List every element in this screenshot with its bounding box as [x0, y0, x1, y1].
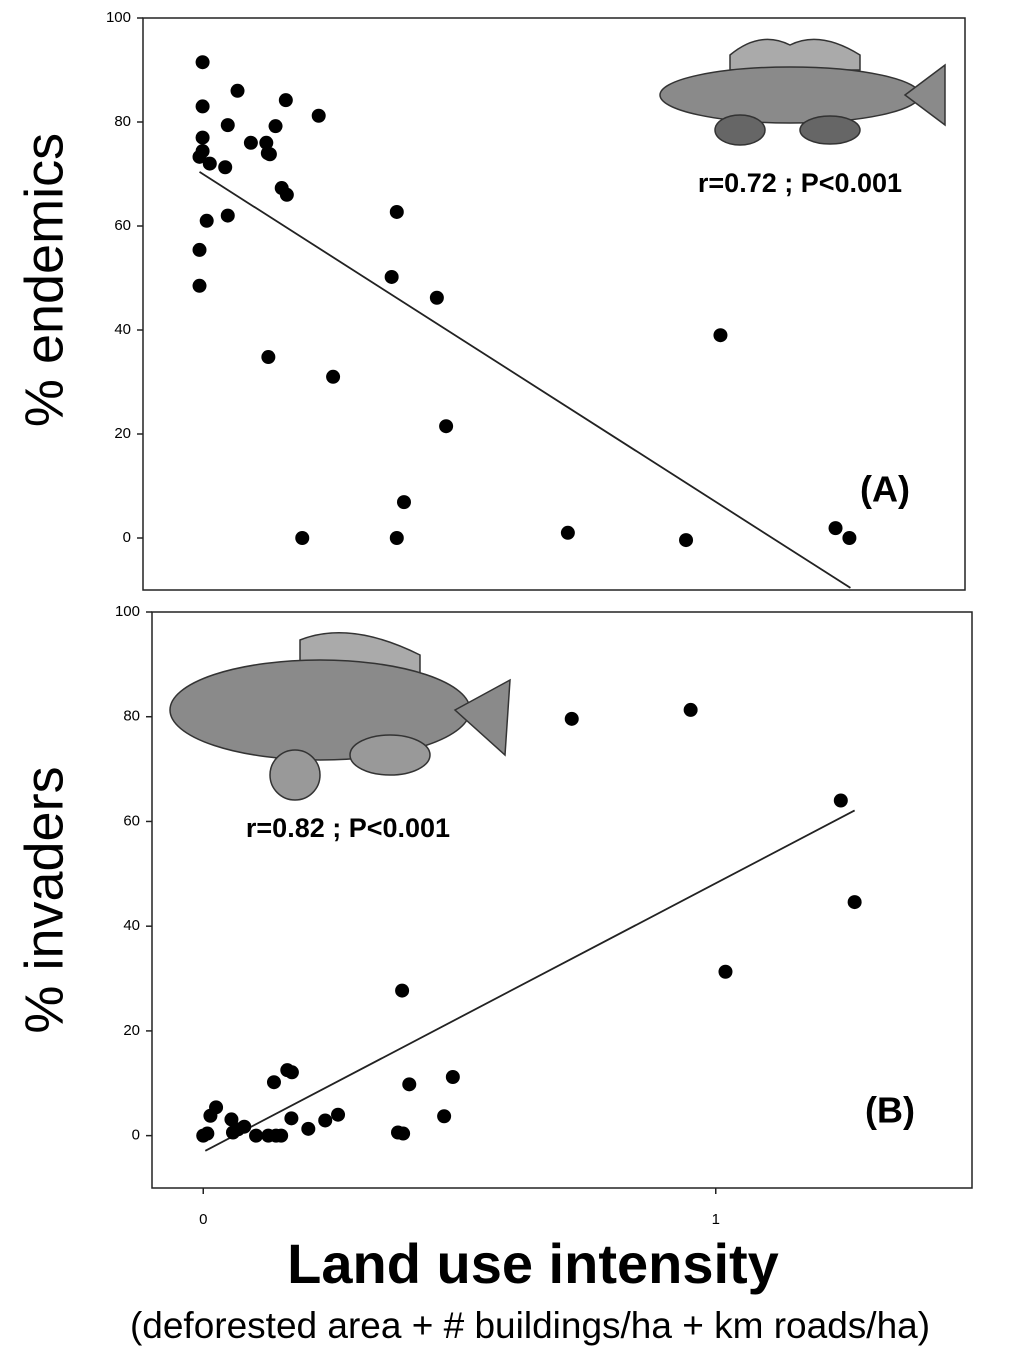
data-point [249, 1128, 264, 1143]
annotation: r=0.72 ; P<0.001 [698, 168, 902, 198]
y-axis-label: % endemics [14, 133, 74, 427]
annotation: r=0.82 ; P<0.001 [246, 813, 450, 843]
data-point [259, 135, 274, 150]
fish-illustration [169, 38, 946, 801]
data-point [713, 328, 728, 343]
trend-line [204, 809, 856, 1152]
data-point [192, 149, 207, 164]
data-point [311, 108, 326, 123]
data-point [268, 119, 283, 134]
data-point [395, 983, 410, 998]
x-tick-label: 1 [712, 1211, 720, 1228]
y-tick-label: 100 [106, 9, 131, 26]
data-point [331, 1107, 346, 1122]
data-point [564, 711, 579, 726]
y-tick-label: 0 [132, 1127, 140, 1144]
y-tick-label: 80 [123, 708, 140, 725]
data-point [445, 1069, 460, 1084]
data-point [284, 1065, 299, 1080]
panel-label: (B) [865, 1090, 915, 1131]
data-point [192, 242, 207, 257]
y-tick-label: 20 [114, 425, 131, 442]
data-point [828, 521, 843, 536]
data-point [402, 1077, 417, 1092]
data-point [833, 793, 848, 808]
plot-frame [142, 17, 966, 591]
data-point [192, 278, 207, 293]
data-point [195, 99, 210, 114]
data-point [278, 93, 293, 108]
data-point [301, 1121, 316, 1136]
data-point [218, 160, 233, 175]
plot-frame [151, 611, 973, 1189]
y-tick-label: 40 [114, 321, 131, 338]
trend-line [199, 171, 851, 589]
x-axis-label: Land use intensity [287, 1232, 779, 1295]
data-point [220, 118, 235, 133]
y-tick-label: 60 [114, 217, 131, 234]
data-point [279, 187, 294, 202]
panel-label: (A) [860, 469, 910, 510]
data-point [266, 1075, 281, 1090]
data-point [396, 495, 411, 510]
y-tick-label: 80 [114, 113, 131, 130]
data-point [847, 895, 862, 910]
data-point [679, 533, 694, 548]
data-point [195, 55, 210, 70]
y-axis-label: % invaders [14, 766, 74, 1033]
data-point [195, 130, 210, 145]
y-tick-label: 100 [115, 603, 140, 620]
data-point [396, 1126, 411, 1141]
data-point [202, 156, 217, 171]
data-point [237, 1119, 252, 1134]
data-point [389, 204, 404, 219]
data-point [261, 350, 276, 365]
data-point [295, 531, 310, 545]
data-point [230, 83, 245, 98]
data-point [274, 1128, 289, 1143]
y-tick-label: 60 [123, 812, 140, 829]
data-point [437, 1109, 452, 1124]
y-tick-label: 0 [123, 529, 131, 546]
data-point [389, 531, 404, 545]
data-point [718, 964, 733, 979]
data-point [196, 1128, 211, 1143]
data-point [220, 208, 235, 223]
data-point [439, 419, 454, 434]
y-tick-label: 40 [123, 917, 140, 934]
data-point [326, 369, 341, 384]
data-point [842, 531, 857, 545]
data-point [199, 213, 214, 228]
data-point [560, 525, 575, 540]
y-tick-label: 20 [123, 1022, 140, 1039]
data-point [224, 1112, 239, 1127]
data-point [318, 1113, 333, 1128]
data-point [384, 269, 399, 284]
data-point [284, 1111, 299, 1126]
data-point [683, 702, 698, 717]
data-point [429, 290, 444, 305]
data-point [209, 1100, 224, 1115]
data-point [262, 147, 277, 162]
data-point [243, 135, 258, 150]
x-axis-note: (deforested area + # buildings/ha + km r… [130, 1305, 930, 1346]
x-tick-label: 0 [199, 1211, 207, 1228]
